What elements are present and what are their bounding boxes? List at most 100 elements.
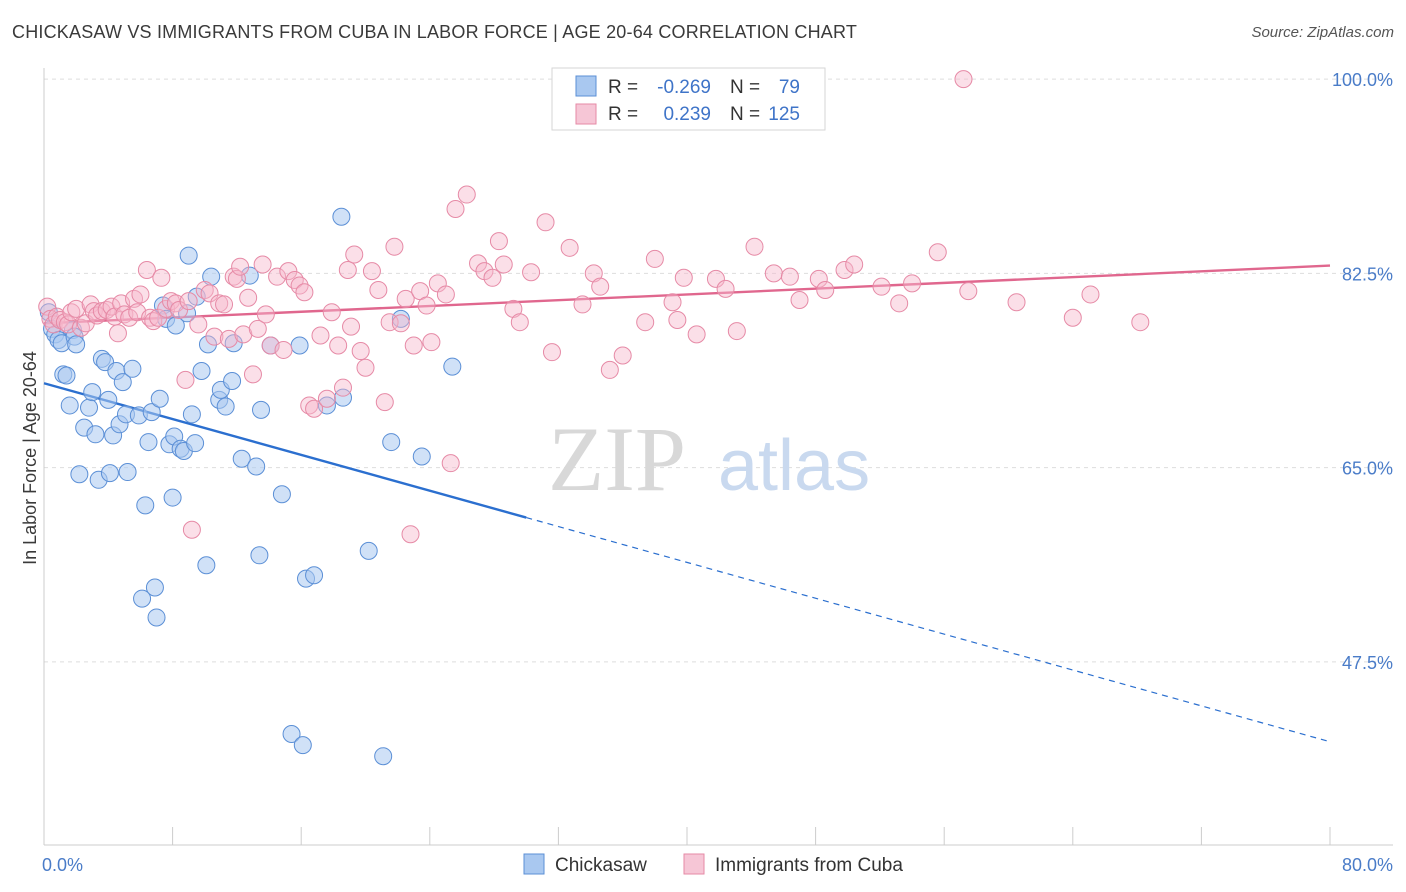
point-cuba-96 xyxy=(522,263,541,282)
point-cuba-27 xyxy=(144,312,163,331)
point-cuba-79 xyxy=(401,525,420,544)
point-cuba-78 xyxy=(396,289,415,308)
point-chickasaw-10 xyxy=(70,465,89,484)
point-cuba-67 xyxy=(338,261,357,280)
point-cuba-92 xyxy=(489,232,508,251)
bottom-legend-label-chickasaw: Chickasaw xyxy=(555,855,647,876)
point-cuba-100 xyxy=(573,295,592,314)
trend-solid-cuba xyxy=(43,264,1331,325)
point-cuba-109 xyxy=(674,268,693,287)
legend-swatch-blue xyxy=(575,75,597,97)
point-cuba-48 xyxy=(239,288,258,307)
point-chickasaw-38 xyxy=(163,488,182,507)
point-cuba-85 xyxy=(436,285,455,304)
point-chickasaw-19 xyxy=(100,464,119,483)
point-cuba-111 xyxy=(706,269,725,288)
point-cuba-73 xyxy=(369,281,388,299)
point-cuba-104 xyxy=(613,346,632,365)
point-chickasaw-6 xyxy=(57,366,76,385)
point-cuba-24 xyxy=(131,285,150,304)
point-cuba-91 xyxy=(483,268,502,287)
point-cuba-83 xyxy=(422,333,441,352)
point-cuba-65 xyxy=(329,336,348,355)
point-cuba-117 xyxy=(790,290,809,309)
point-cuba-34 xyxy=(176,370,195,389)
x-tick-label-1: 80.0% xyxy=(1342,855,1393,875)
point-chickasaw-60 xyxy=(250,546,269,565)
bottom-legend-swatch-chickasaw xyxy=(523,853,545,875)
point-cuba-126 xyxy=(954,70,973,89)
watermark-zip: ZIP xyxy=(548,408,686,510)
point-cuba-60 xyxy=(300,396,319,415)
point-cuba-40 xyxy=(205,327,224,346)
point-cuba-106 xyxy=(645,249,664,268)
points-cuba xyxy=(38,70,1150,544)
point-chickasaw-14 xyxy=(86,425,105,444)
point-chickasaw-64 xyxy=(282,725,301,743)
point-cuba-56 xyxy=(279,262,298,281)
point-chickasaw-18 xyxy=(99,390,118,409)
point-cuba-49 xyxy=(243,365,262,384)
y-tick-label-1: 82.5% xyxy=(1342,264,1393,284)
point-cuba-131 xyxy=(1131,313,1150,332)
point-cuba-130 xyxy=(1081,285,1100,304)
point-cuba-29 xyxy=(152,268,171,287)
point-chickasaw-61 xyxy=(252,400,271,419)
point-cuba-64 xyxy=(322,303,341,322)
point-cuba-98 xyxy=(542,343,561,362)
point-cuba-59 xyxy=(295,283,314,302)
point-cuba-121 xyxy=(845,255,864,274)
point-cuba-102 xyxy=(591,277,610,296)
point-cuba-62 xyxy=(311,326,330,345)
point-cuba-71 xyxy=(356,358,375,377)
point-cuba-87 xyxy=(446,199,465,218)
point-cuba-38 xyxy=(195,281,214,299)
point-chickasaw-44 xyxy=(179,246,198,265)
point-cuba-80 xyxy=(404,336,423,355)
bottom-legend: Chickasaw Immigrants from Cuba xyxy=(523,853,903,876)
point-chickasaw-57 xyxy=(232,449,251,468)
point-cuba-114 xyxy=(745,237,764,256)
legend-swatch-pink xyxy=(575,103,597,125)
legend-r-value-1: 0.239 xyxy=(663,104,711,125)
point-chickasaw-59 xyxy=(247,457,266,476)
bottom-legend-label-cuba: Immigrants from Cuba xyxy=(715,855,903,876)
point-chickasaw-31 xyxy=(142,403,161,422)
point-cuba-77 xyxy=(391,314,410,333)
point-chickasaw-48 xyxy=(192,362,211,381)
legend-frame xyxy=(551,67,826,131)
point-chickasaw-75 xyxy=(391,309,410,328)
legend-n-value-0: 79 xyxy=(779,77,800,98)
point-cuba-93 xyxy=(494,255,513,274)
point-cuba-8 xyxy=(67,299,86,318)
point-chickasaw-78 xyxy=(67,335,86,354)
point-cuba-107 xyxy=(663,293,682,312)
point-chickasaw-40 xyxy=(166,316,185,335)
x-tick-labels: 0.0% 80.0% xyxy=(42,855,1393,875)
point-cuba-66 xyxy=(333,378,352,397)
point-cuba-54 xyxy=(268,267,287,286)
legend-n-label-0: N = xyxy=(730,77,760,98)
point-cuba-122 xyxy=(872,277,891,296)
point-cuba-128 xyxy=(1007,293,1026,312)
y-axis-label: In Labor Force | Age 20-64 xyxy=(20,351,40,565)
points-chickasaw xyxy=(39,207,462,766)
point-chickasaw-49 xyxy=(197,556,216,575)
legend: R = -0.269 N = 79 R = 0.239 N = 125 xyxy=(551,67,826,131)
point-chickasaw-76 xyxy=(412,447,431,466)
legend-n-value-1: 125 xyxy=(768,104,800,125)
point-cuba-51 xyxy=(253,255,272,274)
point-cuba-50 xyxy=(248,319,267,338)
point-chickasaw-72 xyxy=(359,541,378,560)
point-cuba-88 xyxy=(457,185,476,204)
point-cuba-116 xyxy=(780,267,799,286)
point-cuba-52 xyxy=(256,305,275,324)
point-cuba-25 xyxy=(137,261,156,280)
legend-r-label-1: R = xyxy=(608,104,638,125)
point-cuba-7 xyxy=(62,303,81,322)
point-cuba-119 xyxy=(816,281,835,299)
point-chickasaw-73 xyxy=(374,747,393,766)
point-chickasaw-23 xyxy=(113,373,132,392)
point-chickasaw-32 xyxy=(145,578,164,597)
